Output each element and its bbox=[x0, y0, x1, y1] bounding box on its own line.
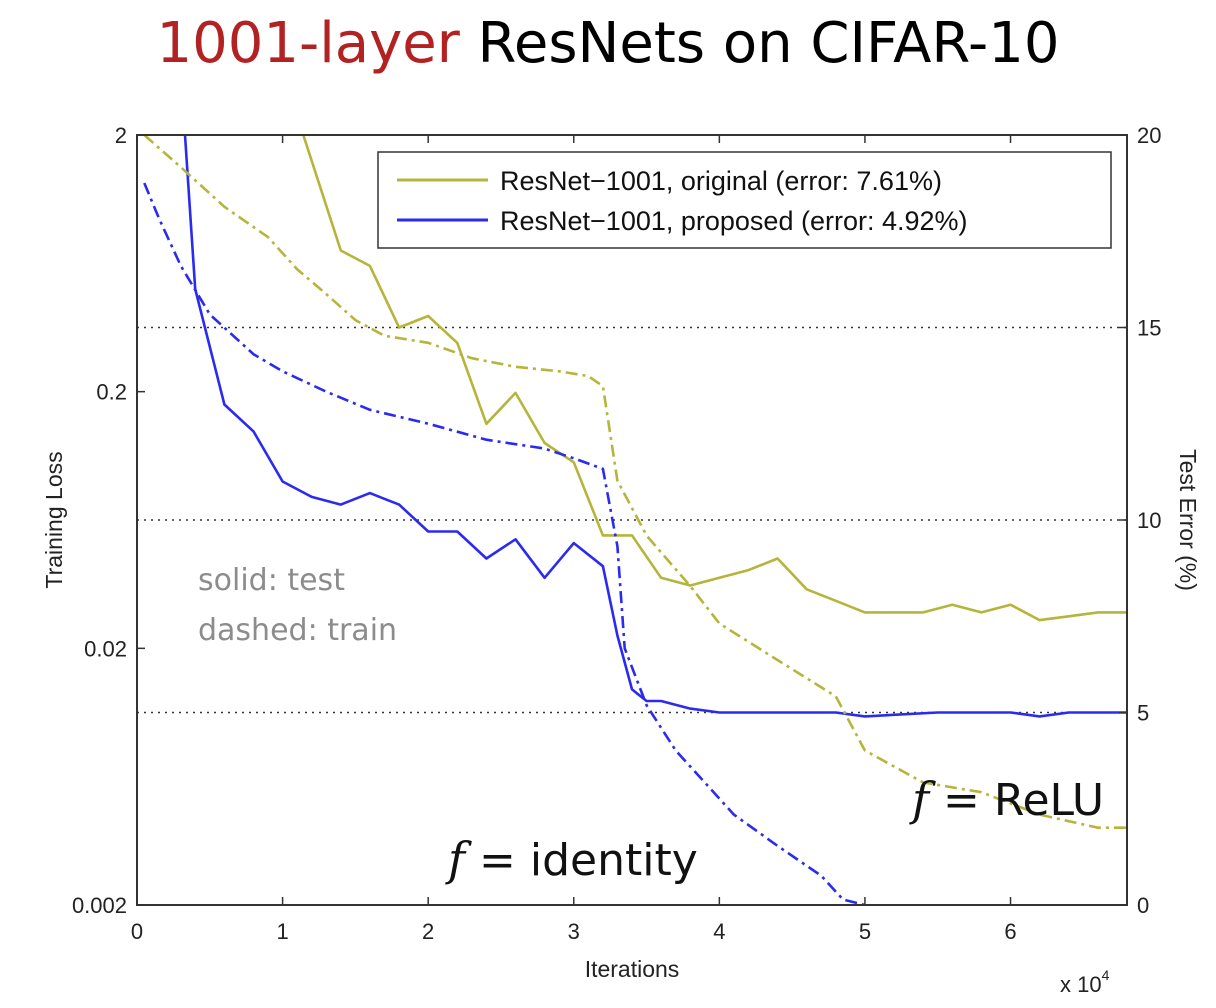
legend: ResNet−1001, original (error: 7.61%) Res… bbox=[377, 151, 1112, 249]
y2-axis-label: Test Error (%) bbox=[1175, 449, 1201, 591]
annotation-solid-test: solid: test bbox=[198, 563, 345, 598]
y2-tick-label: 0 bbox=[1137, 893, 1149, 918]
y2-tick-label: 20 bbox=[1137, 123, 1161, 148]
x-tick-label: 0 bbox=[131, 919, 143, 944]
y2-tick-label: 15 bbox=[1137, 316, 1161, 341]
page-title: 1001-layer ResNets on CIFAR-10 bbox=[0, 4, 1216, 84]
annotation-relu: f = ReLU bbox=[909, 772, 1104, 826]
series-line-original-dashed bbox=[143, 135, 1127, 829]
x-scale-label: x 104 bbox=[1060, 967, 1110, 997]
x-scale-base: x 10 bbox=[1060, 972, 1102, 997]
y-tick-label: 0.2 bbox=[96, 380, 127, 405]
legend-label-original: ResNet−1001, original (error: 7.61%) bbox=[500, 166, 942, 196]
x-tick-label: 3 bbox=[568, 919, 580, 944]
x-tick-label: 4 bbox=[713, 919, 725, 944]
relu-rest: = ReLU bbox=[929, 775, 1104, 826]
x-tick-label: 6 bbox=[1004, 919, 1016, 944]
x-tick-label: 5 bbox=[859, 919, 871, 944]
title-accent: 1001-layer bbox=[156, 11, 460, 76]
x-scale-exponent: 4 bbox=[1102, 967, 1110, 983]
series-line-proposed-dashed bbox=[143, 182, 866, 905]
y2-tick-label: 10 bbox=[1137, 508, 1161, 533]
identity-rest: = identity bbox=[465, 835, 698, 886]
axis-ticks: 0 1 2 3 4 5 6 2 0.2 0.02 0.002 20 15 10 5 0 bbox=[72, 123, 1162, 944]
series-line-original-solid bbox=[301, 135, 1127, 622]
legend-box bbox=[377, 151, 1112, 249]
title-rest: ResNets on CIFAR-10 bbox=[459, 11, 1060, 76]
x-axis-label: Iterations bbox=[585, 956, 680, 982]
y-tick-label: 0.02 bbox=[84, 636, 127, 661]
x-tick-label: 2 bbox=[422, 919, 434, 944]
annotation-identity: f = identity bbox=[445, 832, 698, 886]
y2-tick-label: 5 bbox=[1137, 701, 1149, 726]
y-axis-label: Training Loss bbox=[41, 451, 67, 588]
annotation-dashed-train: dashed: train bbox=[198, 613, 397, 648]
y-tick-label: 2 bbox=[115, 123, 127, 148]
x-tick-label: 1 bbox=[276, 919, 288, 944]
legend-label-proposed: ResNet−1001, proposed (error: 4.92%) bbox=[500, 206, 968, 236]
y-tick-label: 0.002 bbox=[72, 893, 127, 918]
series-line-proposed-solid bbox=[183, 135, 1127, 718]
grid-lines bbox=[137, 326, 1127, 714]
series-layer bbox=[143, 135, 1127, 905]
